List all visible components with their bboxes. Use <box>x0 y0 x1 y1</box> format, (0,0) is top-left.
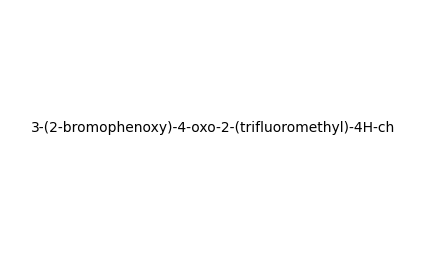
Text: 3-(2-bromophenoxy)-4-oxo-2-(trifluoromethyl)-4H-ch: 3-(2-bromophenoxy)-4-oxo-2-(trifluoromet… <box>31 121 395 135</box>
